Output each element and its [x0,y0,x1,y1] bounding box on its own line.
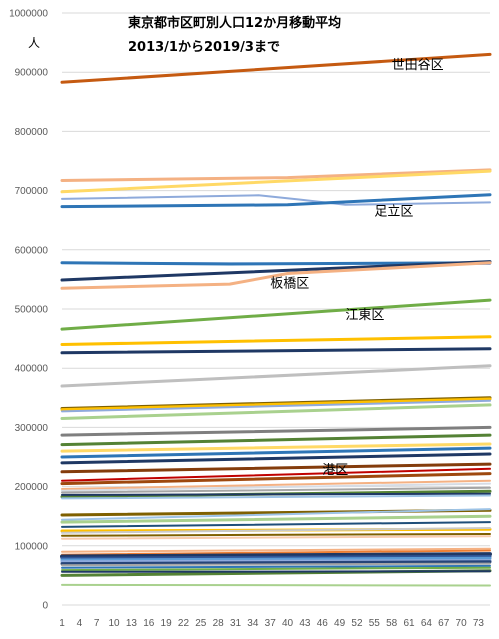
series-line-8 [60,260,492,282]
x-axis-ticks: 1 4 7 10 13 16 19 22 25 28 31 34 37 40 43 46 49 52 55 58 61 6… [59,618,484,629]
x-tick-label: 37 [265,618,277,629]
y-tick-label: 100000 [15,541,49,552]
series-line-23 [60,462,492,474]
series-line-37 [61,527,491,534]
series-line-2 [60,168,492,182]
x-tick-label: 1 [59,618,65,629]
x-tick-label: 13 [126,618,138,629]
x-tick-label: 10 [108,618,120,629]
y-tick-label: 500000 [15,305,49,316]
series-line-10 [60,298,492,331]
gridlines [62,12,490,606]
series-line-27 [61,482,491,492]
y-tick-label: 200000 [15,482,49,493]
series-line-46 [60,560,492,566]
x-tick-label: 61 [403,618,415,629]
x-tick-label: 64 [421,618,433,629]
series-line-33 [61,508,491,521]
series-line-44 [60,556,492,562]
series-group [60,52,492,587]
x-tick-label: 7 [94,618,100,629]
y-tick-label: 700000 [15,186,49,197]
series-line-21 [60,446,492,459]
x-tick-label: 73 [473,618,485,629]
series-line-41 [61,547,491,553]
x-tick-label: 22 [178,618,190,629]
chart-title-line2: 2013/1から2019/3まで [128,40,280,55]
annotation-label: 世田谷区 [392,58,444,73]
series-line-17 [60,403,492,420]
series-line-28 [61,486,491,494]
x-tick-label: 52 [351,618,363,629]
series-line-9 [60,261,492,290]
series-line-42 [60,552,492,559]
series-line-31 [61,494,491,500]
y-axis-unit-label: 人 [28,36,40,50]
x-tick-label: 49 [334,618,346,629]
series-line-24 [61,467,491,482]
series-line-43 [60,555,492,560]
series-line-11 [60,335,492,346]
x-tick-label: 16 [143,618,155,629]
x-tick-label: 19 [161,618,173,629]
series-line-3 [60,169,492,194]
annotation-label: 港区 [322,463,348,478]
y-tick-label: 400000 [15,364,49,375]
series-line-15 [60,397,492,412]
y-tick-label: 300000 [15,423,49,434]
series-line-34 [60,514,492,524]
series-line-18 [60,425,492,437]
series-line-19 [60,433,492,447]
series-line-30 [61,492,491,496]
series-line-38 [61,533,491,537]
series-line-4 [61,194,491,206]
series-line-35 [61,521,491,528]
series-line-40 [61,549,491,556]
chart-title-line1: 東京都市区町別人口12か月移動平均 [128,15,341,31]
series-line-25 [60,472,492,486]
x-tick-label: 25 [195,618,207,629]
series-line-1 [60,52,492,84]
x-tick-label: 55 [369,618,381,629]
y-tick-label: 800000 [15,127,49,138]
series-line-52 [61,583,491,587]
series-line-13 [60,364,492,388]
x-tick-label: 28 [213,618,225,629]
series-line-5 [60,193,492,209]
x-tick-label: 58 [386,618,398,629]
x-tick-label: 67 [438,618,450,629]
x-tick-label: 34 [247,618,259,629]
series-line-47 [61,562,491,567]
series-line-12 [60,347,492,355]
x-tick-label: 4 [77,618,83,629]
series-line-48 [61,564,491,569]
x-tick-label: 40 [282,618,294,629]
series-line-22 [60,452,492,465]
series-line-20 [60,442,492,453]
annotation-label: 板橋区 [270,277,309,292]
series-line-39 [61,535,491,540]
y-tick-label: 900000 [15,68,49,79]
y-tick-label: 600000 [15,245,49,256]
annotation-label: 足立区 [374,204,413,219]
series-line-51 [61,570,491,573]
x-tick-label: 46 [317,618,329,629]
series-line-16 [61,399,491,413]
x-tick-label: 31 [230,618,242,629]
y-tick-label: 1000000 [9,9,48,20]
y-tick-label: 0 [42,601,48,612]
series-line-26 [61,479,491,490]
series-line-7 [60,261,492,266]
x-tick-label: 70 [456,618,468,629]
annotation-label: 江東区 [345,307,384,323]
series-line-49 [61,566,491,572]
x-tick-label: 43 [299,618,311,629]
y-axis-ticks: 0 100000 200000 300000 400000 500000 600000 700… [9,9,48,612]
